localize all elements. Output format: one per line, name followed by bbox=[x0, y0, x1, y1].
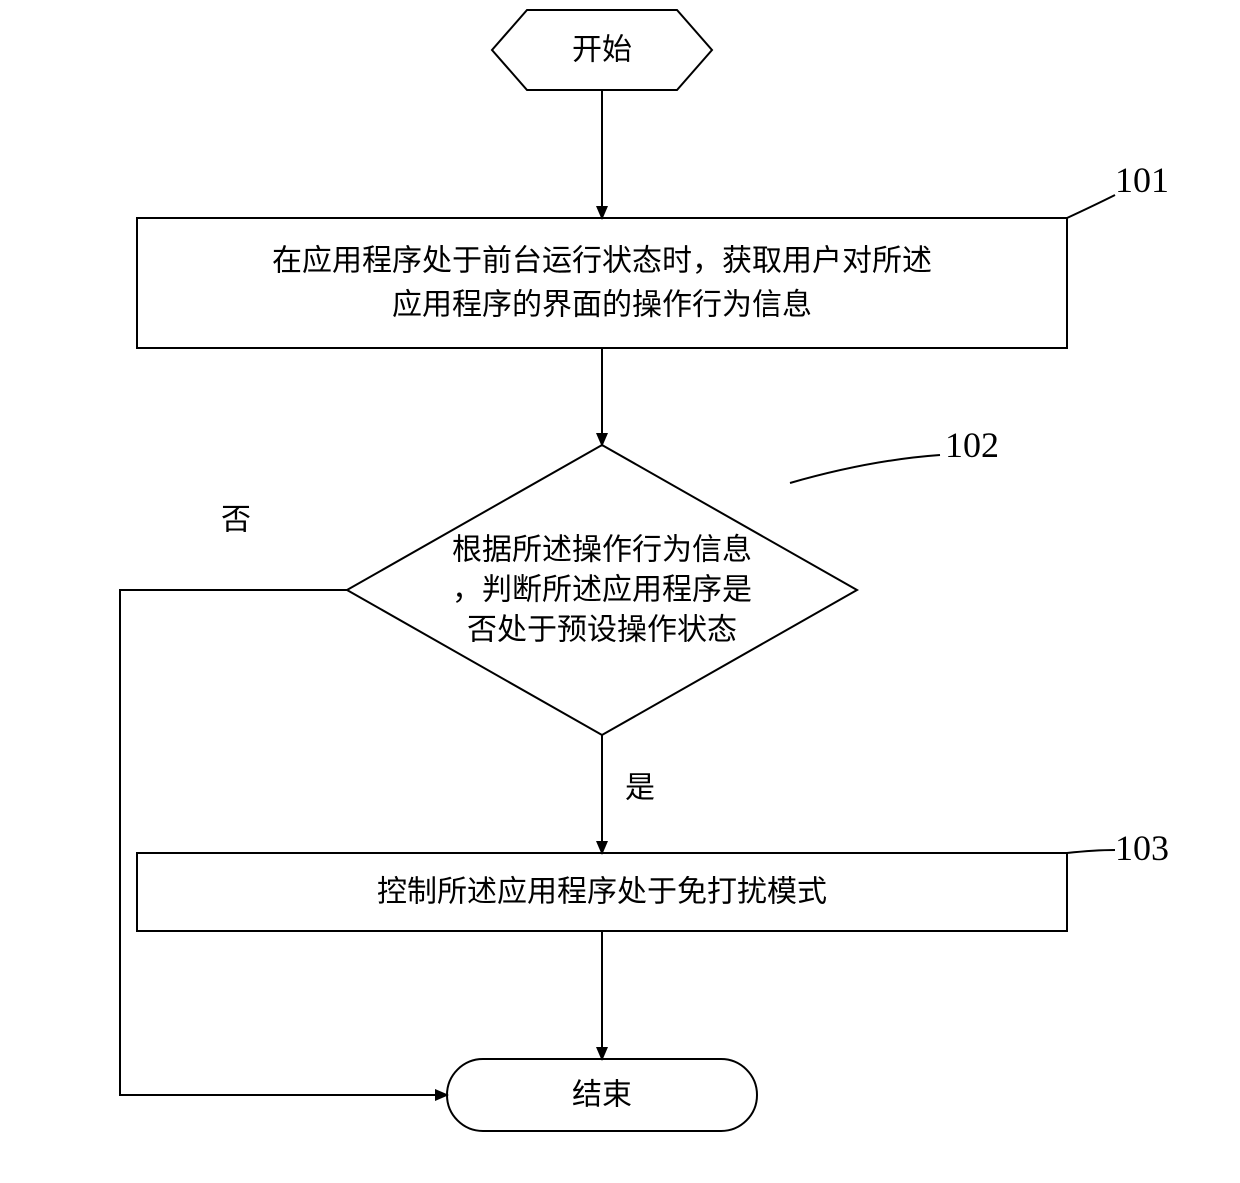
ref-number-103: 103 bbox=[1115, 828, 1169, 868]
node-101-line1: 在应用程序处于前台运行状态时，获取用户对所述 bbox=[272, 245, 932, 278]
node-start-label: 开始 bbox=[572, 34, 632, 67]
leader-103 bbox=[1067, 850, 1115, 853]
node-end-label: 结束 bbox=[572, 1079, 632, 1112]
node-101-line2: 应用程序的界面的操作行为信息 bbox=[392, 289, 812, 322]
ref-number-101: 101 bbox=[1115, 160, 1169, 200]
node-102-line2: ，判断所述应用程序是 bbox=[452, 574, 752, 607]
edge-label-102-yes-to-103: 是 bbox=[625, 772, 655, 805]
flowchart-diagram: 开始 在应用程序处于前台运行状态时，获取用户对所述 应用程序的界面的操作行为信息… bbox=[0, 0, 1240, 1183]
leader-102 bbox=[790, 455, 940, 483]
node-step-101: 在应用程序处于前台运行状态时，获取用户对所述 应用程序的界面的操作行为信息 bbox=[137, 218, 1067, 348]
node-102-line1: 根据所述操作行为信息 bbox=[452, 534, 752, 567]
edge-label-102-no-to-end: 否 bbox=[221, 504, 251, 537]
node-103-line1: 控制所述应用程序处于免打扰模式 bbox=[377, 876, 827, 909]
node-start: 开始 bbox=[492, 10, 712, 90]
node-end: 结束 bbox=[447, 1059, 757, 1131]
node-step-103: 控制所述应用程序处于免打扰模式 bbox=[137, 853, 1067, 931]
ref-number-102: 102 bbox=[945, 425, 999, 465]
node-decision-102: 根据所述操作行为信息 ，判断所述应用程序是 否处于预设操作状态 bbox=[347, 445, 857, 735]
leader-101 bbox=[1067, 195, 1115, 218]
node-102-line3: 否处于预设操作状态 bbox=[467, 614, 737, 647]
edge-102-no-to-end bbox=[120, 590, 447, 1095]
